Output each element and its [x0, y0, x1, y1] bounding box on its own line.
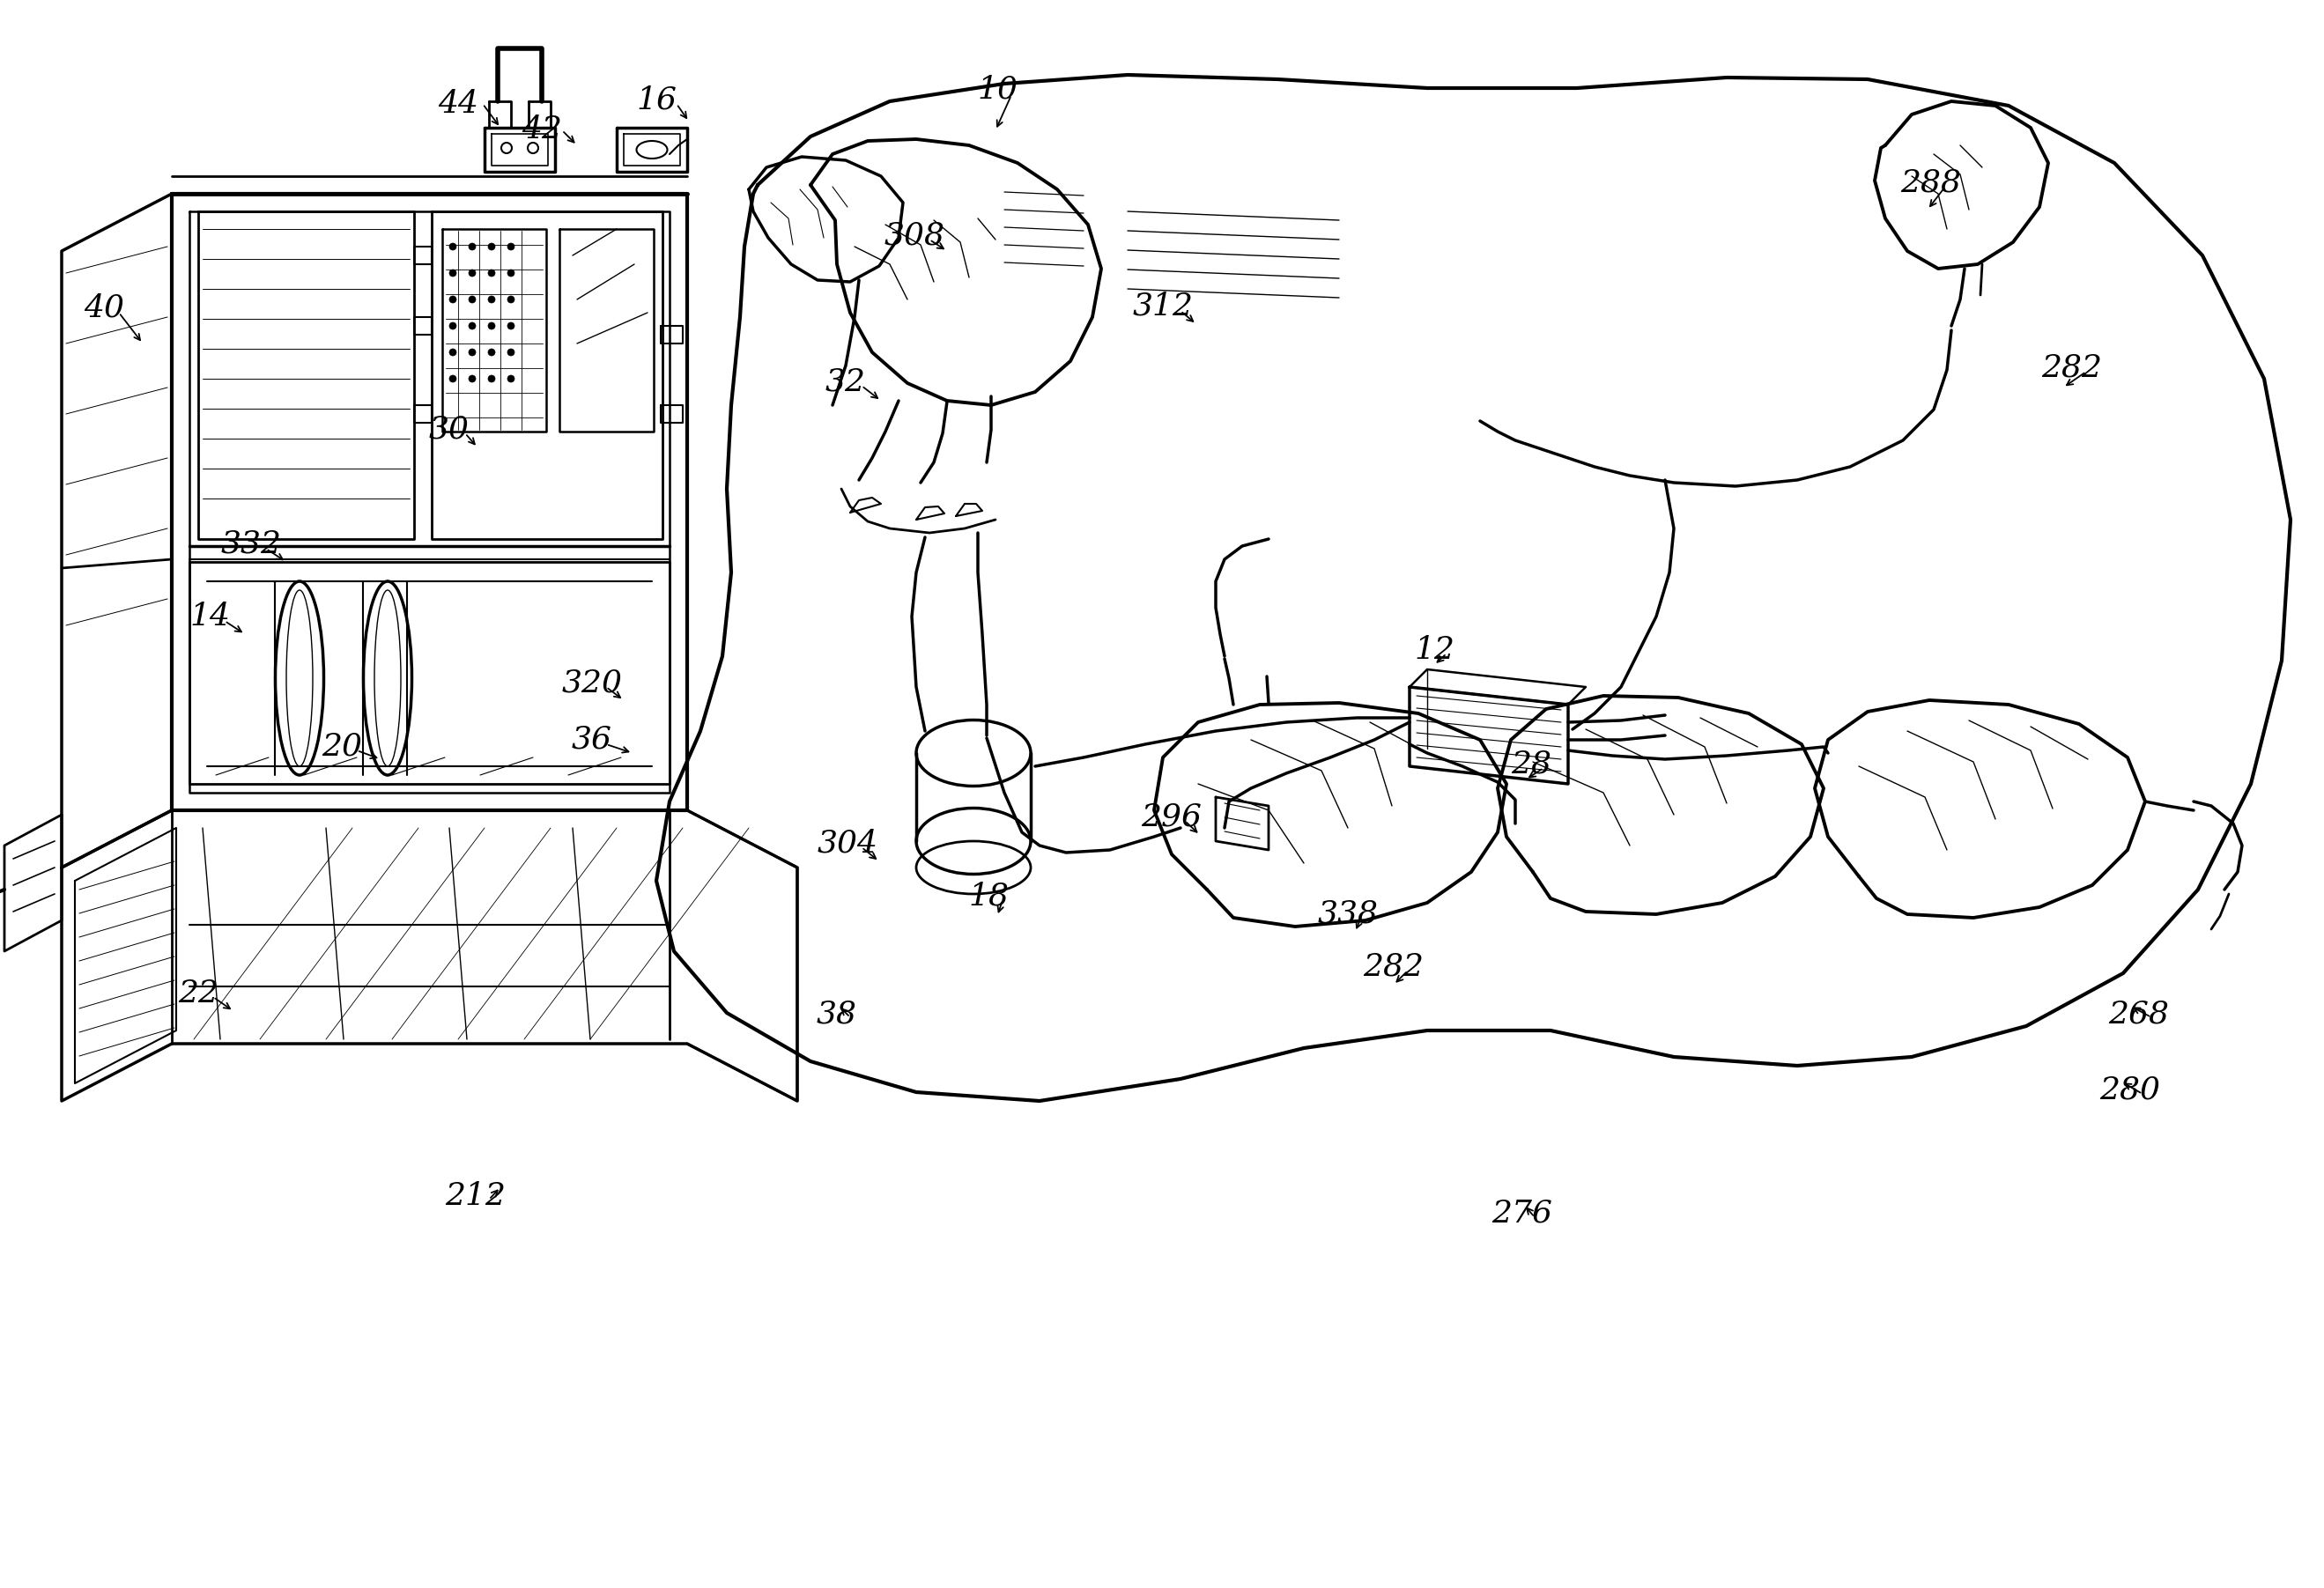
Text: 332: 332	[221, 529, 281, 559]
Text: 38: 38	[816, 1000, 858, 1029]
Text: 280: 280	[2101, 1075, 2161, 1105]
Ellipse shape	[507, 295, 514, 303]
Text: 312: 312	[1132, 292, 1192, 321]
Ellipse shape	[469, 295, 476, 303]
Ellipse shape	[469, 349, 476, 356]
Ellipse shape	[488, 322, 495, 329]
Text: 282: 282	[2043, 353, 2103, 383]
Text: 304: 304	[818, 829, 878, 859]
Ellipse shape	[449, 375, 456, 383]
Text: 30: 30	[430, 414, 469, 445]
Ellipse shape	[488, 270, 495, 276]
Text: 276: 276	[1492, 1199, 1552, 1229]
Ellipse shape	[449, 295, 456, 303]
Text: 10: 10	[976, 75, 1018, 105]
Text: 320: 320	[562, 669, 623, 699]
Ellipse shape	[507, 349, 514, 356]
Ellipse shape	[469, 243, 476, 251]
Ellipse shape	[469, 375, 476, 383]
Text: 16: 16	[637, 84, 676, 114]
Ellipse shape	[507, 270, 514, 276]
Ellipse shape	[488, 243, 495, 251]
Text: 308: 308	[883, 221, 946, 251]
Text: 14: 14	[191, 602, 230, 632]
Text: 22: 22	[179, 978, 218, 1008]
Ellipse shape	[469, 270, 476, 276]
Text: 20: 20	[321, 732, 363, 762]
Ellipse shape	[469, 322, 476, 329]
Text: 44: 44	[437, 89, 479, 119]
Ellipse shape	[449, 349, 456, 356]
Text: 40: 40	[84, 294, 123, 324]
Text: 32: 32	[825, 367, 867, 397]
Ellipse shape	[449, 243, 456, 251]
Text: 296: 296	[1141, 802, 1202, 832]
Ellipse shape	[507, 375, 514, 383]
Text: 282: 282	[1364, 953, 1425, 981]
Text: 42: 42	[521, 114, 562, 145]
Ellipse shape	[507, 322, 514, 329]
Text: 212: 212	[446, 1181, 507, 1212]
Text: 288: 288	[1901, 168, 1961, 198]
Text: 18: 18	[969, 881, 1009, 912]
Ellipse shape	[449, 270, 456, 276]
Text: 12: 12	[1413, 635, 1455, 665]
Ellipse shape	[507, 243, 514, 251]
Ellipse shape	[488, 375, 495, 383]
Text: 28: 28	[1511, 750, 1552, 780]
Text: 268: 268	[2108, 1000, 2168, 1029]
Text: 338: 338	[1318, 899, 1378, 929]
Text: 36: 36	[572, 724, 611, 754]
Ellipse shape	[449, 322, 456, 329]
Ellipse shape	[488, 295, 495, 303]
Ellipse shape	[488, 349, 495, 356]
